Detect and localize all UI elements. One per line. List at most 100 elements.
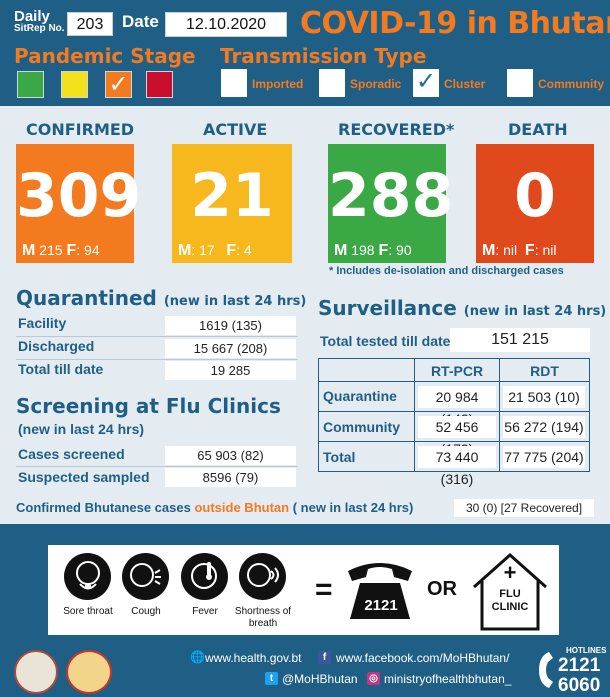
suspected-sampled-value: 8596 (79)	[165, 468, 296, 487]
twitter-icon: t	[265, 672, 278, 685]
total-tested-label: Total tested till date	[320, 333, 451, 349]
phone-number: 2121	[364, 597, 398, 614]
death-heading: DEATH	[508, 120, 568, 139]
confirmed-card: 309 M 215 F: 94	[16, 144, 142, 263]
transmission-type-checkbox	[507, 69, 533, 97]
total-rdt: 77 775 (204)	[503, 446, 585, 468]
row-label-total: Total	[323, 449, 356, 465]
death-count: 0	[514, 161, 556, 231]
transmission-type-label: Community	[538, 77, 604, 91]
surveillance-heading: Surveillance (new in last 24 hrs)	[318, 296, 607, 320]
equals-sign: =	[315, 573, 333, 606]
surveillance-table: RT-PCR RDT Quarantine 20 984 (143) 21 50…	[318, 358, 590, 487]
recovered-heading: RECOVERED*	[338, 120, 455, 139]
ministry-seal-logo	[14, 650, 58, 694]
telephone-icon	[344, 553, 416, 625]
flu-clinic-text: FLU CLINIC	[491, 588, 529, 613]
cough-icon	[122, 553, 169, 600]
outside-bhutan-value: 30 (0) [27 Recovered]	[454, 499, 594, 517]
twitter-link[interactable]: @MoHBhutan	[282, 672, 358, 686]
transmission-type-label: Imported	[252, 77, 304, 91]
instagram-link[interactable]: ministryofhealthbhutan_	[384, 672, 512, 686]
confirmed-count: 309	[16, 161, 142, 231]
divider	[16, 336, 298, 337]
transmission-type-checkbox	[319, 69, 345, 97]
hotline-2121[interactable]: 2121	[558, 655, 601, 676]
report-date: 12.10.2020	[165, 12, 287, 37]
instagram-icon: ◎	[367, 672, 380, 685]
discharged-value: 15 667 (208)	[165, 339, 296, 358]
phone-handset-icon	[537, 650, 555, 690]
pandemic-stage-square	[61, 71, 88, 98]
active-gender-split: M: 17 F: 4	[178, 242, 252, 259]
checkmark-icon: ✓	[108, 71, 129, 98]
recovered-footnote: * Includes de-isolation and discharged c…	[329, 265, 564, 277]
total-till-date-label: Total till date	[18, 361, 104, 377]
pandemic-stage-square	[17, 71, 44, 98]
recovered-count: 288	[328, 161, 454, 231]
death-gender-split: M: nil F: nil	[482, 242, 557, 259]
confirmed-gender-split: M 215 F: 94	[22, 242, 100, 259]
column-header-rtpcr: RT-PCR	[430, 363, 484, 379]
recovered-gender-split: M 198 F: 90	[334, 242, 412, 259]
cases-screened-label: Cases screened	[18, 446, 125, 462]
pandemic-stage-heading: Pandemic Stage	[14, 44, 196, 68]
cough-label: Cough	[131, 606, 161, 617]
sitrep-number: 203	[67, 12, 113, 36]
pandemic-stage-square	[146, 71, 173, 98]
fever-icon	[181, 553, 228, 600]
total-till-date-value: 19 285	[165, 361, 296, 380]
row-label-community: Community	[323, 419, 400, 435]
sore-throat-label: Sore throat	[63, 606, 113, 617]
sore-throat-icon	[64, 553, 111, 600]
hotlines-label: HOTLINES	[566, 646, 607, 655]
column-header-rdt: RDT	[530, 363, 559, 379]
flu-clinic-icon	[470, 549, 550, 633]
facebook-link[interactable]: www.facebook.com/MoHBhutan/	[336, 651, 510, 665]
recovered-card: 288 M 198 F: 90	[328, 144, 454, 263]
flu-clinic-plus: +	[503, 560, 517, 585]
transmission-type-heading: Transmission Type	[220, 44, 427, 68]
health-logo	[66, 650, 112, 694]
page-title: COVID-19 in Bhutan	[300, 6, 610, 41]
discharged-label: Discharged	[18, 338, 95, 354]
death-card: 0 M: nil F: nil	[476, 144, 594, 263]
or-label: OR	[427, 578, 457, 600]
active-card: 21 M: 17 F: 4	[172, 144, 292, 263]
hotline-6060[interactable]: 6060	[558, 675, 601, 696]
divider	[16, 466, 298, 467]
transmission-type-checkbox: ✓	[413, 69, 439, 97]
screening-heading: Screening at Flu Clinics	[16, 394, 281, 418]
cases-screened-value: 65 903 (82)	[165, 446, 296, 465]
quarantined-heading: Quarantined (new in last 24 hrs)	[16, 286, 307, 310]
facebook-icon: f	[318, 651, 331, 664]
active-heading: ACTIVE	[203, 120, 268, 139]
total-tested-value: 151 215	[450, 328, 590, 352]
date-label: Date	[122, 12, 159, 31]
outside-bhutan-line: Confirmed Bhutanese cases outside Bhutan…	[16, 500, 414, 515]
shortness-of-breath-icon	[239, 553, 286, 600]
transmission-type-label: Sporadic	[350, 77, 402, 91]
shortness-of-breath-label: Shortness of breath	[234, 606, 292, 629]
transmission-type-label: Cluster	[444, 77, 486, 91]
confirmed-heading: CONFIRMED	[26, 120, 135, 139]
transmission-type-checkbox	[221, 69, 247, 97]
globe-icon: 🌐	[190, 650, 205, 664]
sitrep-label: SitRep No.	[14, 23, 65, 34]
community-rtpcr: 52 456 (173)	[418, 416, 496, 457]
row-label-quarantine: Quarantine	[323, 388, 397, 404]
facility-value: 1619 (135)	[165, 316, 296, 335]
pandemic-stage-square: ✓	[105, 71, 132, 98]
facility-label: Facility	[18, 315, 67, 331]
community-rdt: 56 272 (194)	[503, 416, 585, 438]
fever-label: Fever	[192, 606, 218, 617]
divider	[16, 359, 298, 360]
website-link[interactable]: www.health.gov.bt	[205, 651, 302, 665]
daily-label: Daily SitRep No.	[14, 8, 65, 34]
total-rtpcr: 73 440 (316)	[418, 446, 496, 487]
suspected-sampled-label: Suspected sampled	[18, 469, 150, 485]
quarantine-rtpcr: 20 984 (143)	[418, 386, 496, 427]
quarantine-rdt: 21 503 (10)	[503, 386, 585, 408]
checkmark-icon: ✓	[415, 68, 437, 95]
active-count: 21	[190, 161, 274, 231]
